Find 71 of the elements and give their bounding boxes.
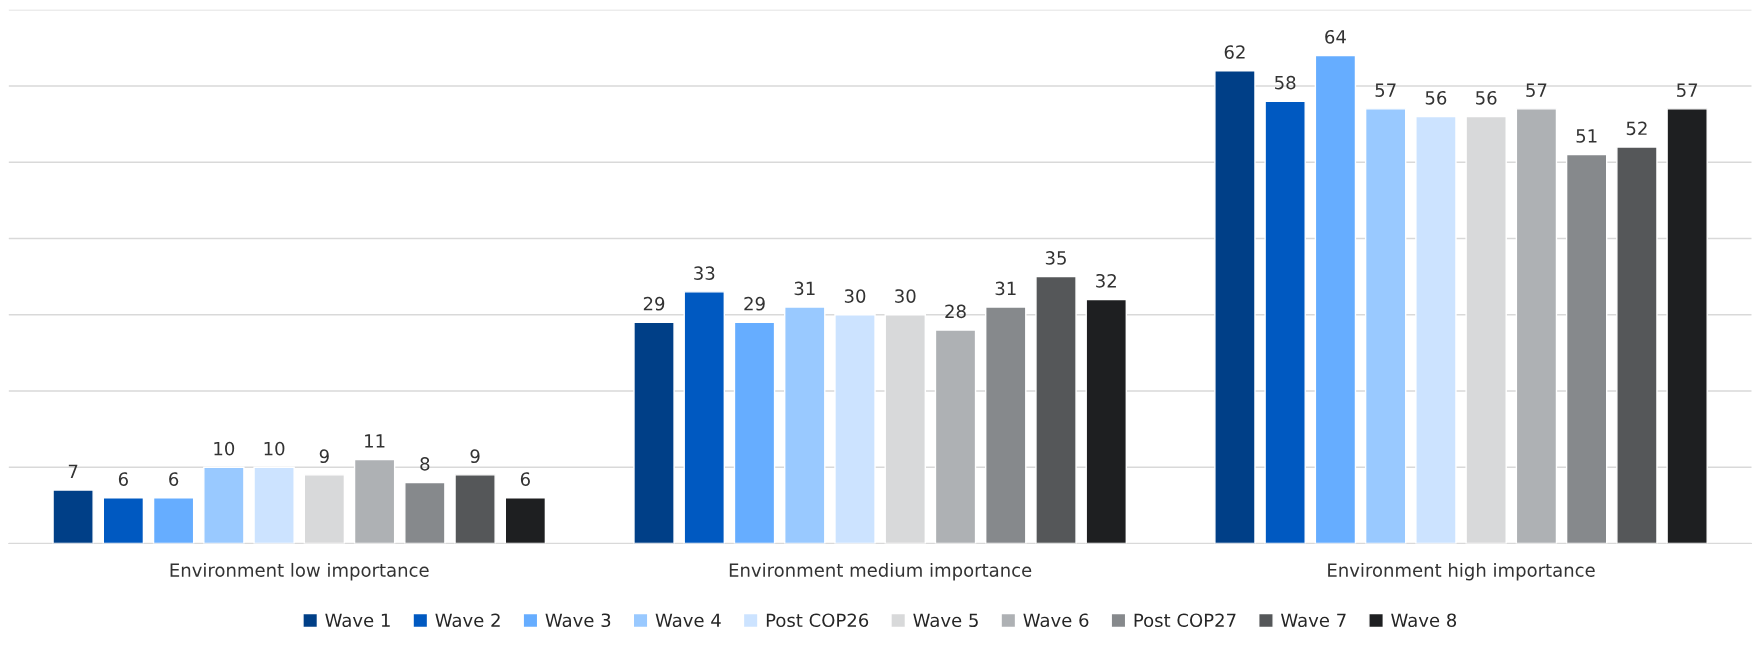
data-label: 56 [1425, 90, 1447, 105]
data-label: 7 [68, 464, 78, 479]
data-label: 62 [1224, 45, 1245, 59]
bar [353, 458, 396, 544]
legend-label: Wave 5 [913, 613, 978, 628]
data-label: 52 [1626, 121, 1647, 136]
legend-label: Wave 1 [325, 613, 390, 628]
bar [253, 466, 295, 544]
data-label: 64 [1325, 29, 1346, 44]
legend-label: Post COP27 [1134, 613, 1236, 628]
data-label: 35 [1045, 251, 1066, 265]
data-label: 57 [1526, 83, 1547, 97]
data-label: 58 [1275, 75, 1296, 90]
bar [1666, 108, 1708, 544]
x-tick-label: Environment high importance [1328, 562, 1595, 581]
data-label: 56 [1476, 90, 1497, 105]
data-label: 57 [1677, 83, 1698, 97]
bar [733, 321, 776, 544]
bar [1214, 70, 1256, 544]
bar [1314, 54, 1357, 544]
bar [633, 321, 675, 544]
data-label: 32 [1096, 273, 1116, 288]
bar [1616, 146, 1658, 544]
bar [203, 466, 245, 544]
bar [985, 306, 1027, 544]
bar [404, 481, 446, 544]
data-label: 9 [470, 449, 480, 464]
data-label: 28 [945, 304, 966, 319]
bar [1565, 153, 1608, 544]
data-label: 10 [264, 441, 285, 456]
x-tick-label: Environment medium importance [729, 562, 1032, 581]
data-label: 31 [794, 281, 815, 296]
bar [504, 497, 547, 544]
data-label: 30 [895, 289, 916, 303]
bar [1085, 298, 1127, 544]
legend-label: Post COP26 [766, 613, 869, 628]
bar [1264, 100, 1306, 544]
legend-label: Wave 6 [1023, 613, 1089, 628]
data-label: 6 [118, 472, 128, 486]
bar [784, 306, 826, 544]
bar [834, 314, 876, 544]
data-label: 33 [694, 266, 715, 281]
bar [102, 497, 145, 544]
data-label: 29 [643, 296, 665, 311]
bar [152, 497, 195, 544]
data-label: 6 [169, 472, 179, 486]
data-label: 29 [744, 296, 765, 311]
data-label: 51 [1576, 129, 1597, 143]
data-label: 31 [995, 281, 1016, 296]
bar [1364, 108, 1407, 544]
bar [1515, 108, 1558, 544]
bar [303, 474, 346, 544]
data-label: 30 [844, 289, 866, 303]
legend-label: Wave 3 [545, 613, 611, 628]
bar [1035, 275, 1077, 544]
bar [52, 489, 94, 544]
bar [934, 329, 977, 544]
data-label: 6 [520, 472, 530, 486]
legend-label: Wave 7 [1281, 613, 1346, 628]
x-tick-label: Environment low importance [170, 562, 429, 581]
data-label: 10 [214, 441, 235, 456]
data-label: 11 [365, 434, 385, 448]
data-label: 8 [420, 456, 430, 471]
data-label: 57 [1375, 83, 1396, 97]
legend-label: Wave 8 [1391, 613, 1457, 628]
data-label: 9 [319, 449, 329, 464]
legend-label: Wave 4 [655, 613, 721, 628]
legend-label: Wave 2 [435, 613, 500, 628]
bar [454, 474, 496, 544]
bar [1415, 115, 1457, 544]
bar [683, 291, 725, 544]
